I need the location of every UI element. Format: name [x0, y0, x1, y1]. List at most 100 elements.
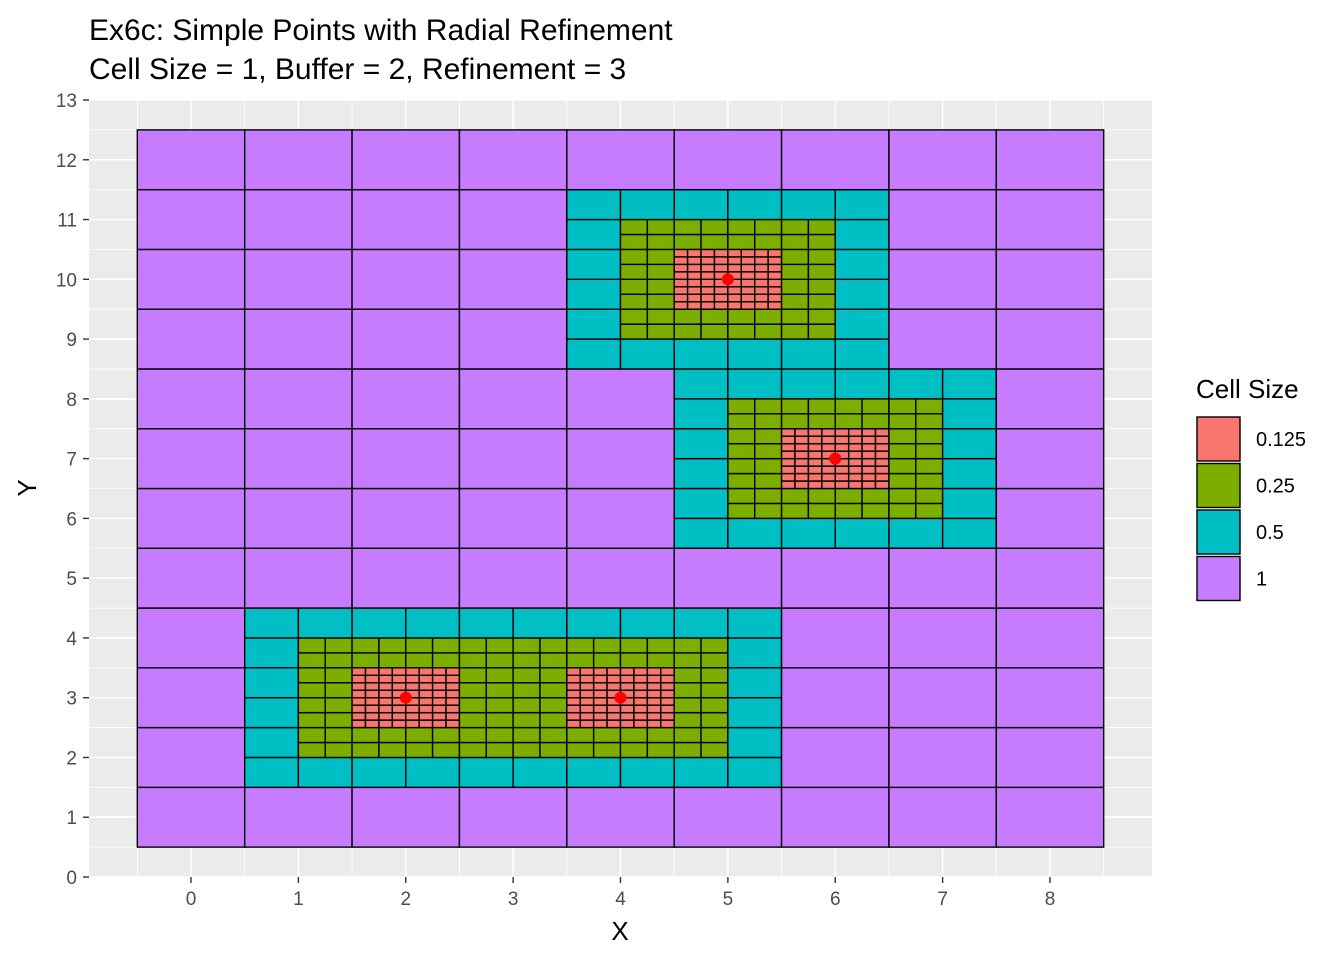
cell-1: [995, 487, 1105, 549]
legend-key: [1196, 416, 1241, 462]
cell-0_25: [888, 457, 917, 475]
cell-1: [780, 547, 890, 609]
cell-0_125: [566, 667, 581, 676]
cell-0_125: [378, 682, 394, 691]
cell-0_25: [807, 278, 836, 295]
cell-0_5: [673, 428, 729, 460]
cell-0_25: [807, 323, 836, 340]
cell-0_25: [324, 652, 353, 669]
cell-0_125: [378, 689, 394, 699]
cell-0_5: [566, 756, 622, 789]
cell-0_5: [834, 278, 890, 310]
cell-0_125: [861, 428, 877, 437]
cell-0_125: [874, 457, 890, 467]
cell-0_25: [646, 323, 675, 340]
cell-0_125: [619, 704, 635, 714]
cell-0_125: [646, 696, 662, 706]
cell-0_125: [364, 689, 380, 699]
cell-0_5: [566, 338, 622, 370]
cell-0_25: [834, 398, 863, 415]
cell-0_125: [834, 465, 850, 475]
cell-0_25: [512, 726, 541, 744]
cell-0_25: [566, 726, 595, 744]
cell-0_5: [351, 607, 407, 639]
cell-0_25: [458, 682, 487, 699]
cell-0_25: [539, 696, 568, 714]
cell-0_125: [592, 704, 608, 714]
cell-0_125: [807, 472, 823, 482]
cell-0_125: [633, 682, 649, 691]
cell-0_125: [445, 682, 461, 691]
cell-0_125: [405, 674, 420, 684]
cell-0_25: [673, 667, 702, 684]
cell-1: [673, 547, 783, 609]
cell-0_25: [539, 711, 568, 729]
cell-0_25: [646, 233, 675, 251]
cell-0_25: [861, 487, 890, 505]
cell-0_5: [941, 457, 998, 490]
cell-1: [351, 428, 461, 490]
cells: [136, 129, 1105, 848]
cell-0_25: [834, 487, 863, 505]
cell-0_25: [405, 741, 434, 759]
cell-0_125: [566, 719, 581, 729]
cell-0_5: [780, 338, 836, 370]
cell-0_125: [660, 711, 675, 721]
cell-1: [136, 726, 246, 789]
cell-0_125: [713, 293, 729, 303]
cell-0_25: [754, 487, 783, 505]
cell-0_25: [297, 682, 326, 699]
cell-0_25: [351, 652, 380, 669]
cell-0_125: [847, 480, 863, 490]
cell-0_25: [324, 726, 353, 744]
cell-0_25: [727, 323, 756, 340]
cell-0_125: [431, 682, 447, 691]
cell-0_125: [834, 472, 850, 482]
cell-1: [888, 726, 998, 789]
cell-0_25: [431, 741, 461, 759]
data-point: [614, 691, 627, 704]
cell-1: [136, 487, 246, 549]
cell-0_5: [619, 756, 675, 789]
cell-0_25: [405, 652, 434, 669]
cell-0_125: [646, 667, 662, 676]
cell-0_125: [861, 465, 877, 475]
cell-0_5: [673, 457, 729, 490]
cell-0_125: [619, 674, 635, 684]
y-tick-label: 11: [57, 211, 77, 232]
cell-0_125: [646, 719, 662, 729]
cell-0_125: [391, 674, 407, 684]
cell-0_125: [847, 457, 863, 467]
cell-0_125: [351, 719, 367, 729]
cell-0_125: [807, 450, 823, 460]
cell-0_125: [834, 428, 850, 437]
cell-1: [243, 129, 353, 191]
x-tick-label: 3: [508, 889, 519, 910]
cell-1: [136, 547, 246, 609]
cell-0_125: [364, 667, 380, 676]
cell-0_125: [391, 682, 407, 691]
cell-0_25: [431, 652, 461, 669]
y-axis-title: Y: [12, 479, 42, 496]
cell-0_5: [673, 517, 729, 549]
cell-0_125: [378, 674, 394, 684]
cell-0_125: [821, 442, 836, 452]
cell-0_25: [351, 726, 380, 744]
cell-0_125: [754, 248, 769, 258]
cell-0_25: [807, 308, 836, 325]
cell-0_25: [780, 323, 810, 340]
cell-0_5: [888, 368, 944, 400]
cell-1: [780, 667, 890, 729]
legend-key: [1196, 555, 1241, 602]
cell-0_25: [512, 741, 541, 759]
cell-0_5: [566, 218, 622, 251]
cell-0_25: [700, 233, 729, 251]
cell-0_125: [700, 278, 716, 288]
cell-0_125: [874, 428, 890, 437]
x-tick-label: 2: [400, 889, 411, 910]
cell-0_125: [754, 256, 769, 266]
cell-0_125: [391, 719, 407, 729]
cell-1: [458, 487, 568, 549]
cell-0_125: [633, 719, 649, 729]
cell-0_5: [941, 517, 998, 549]
